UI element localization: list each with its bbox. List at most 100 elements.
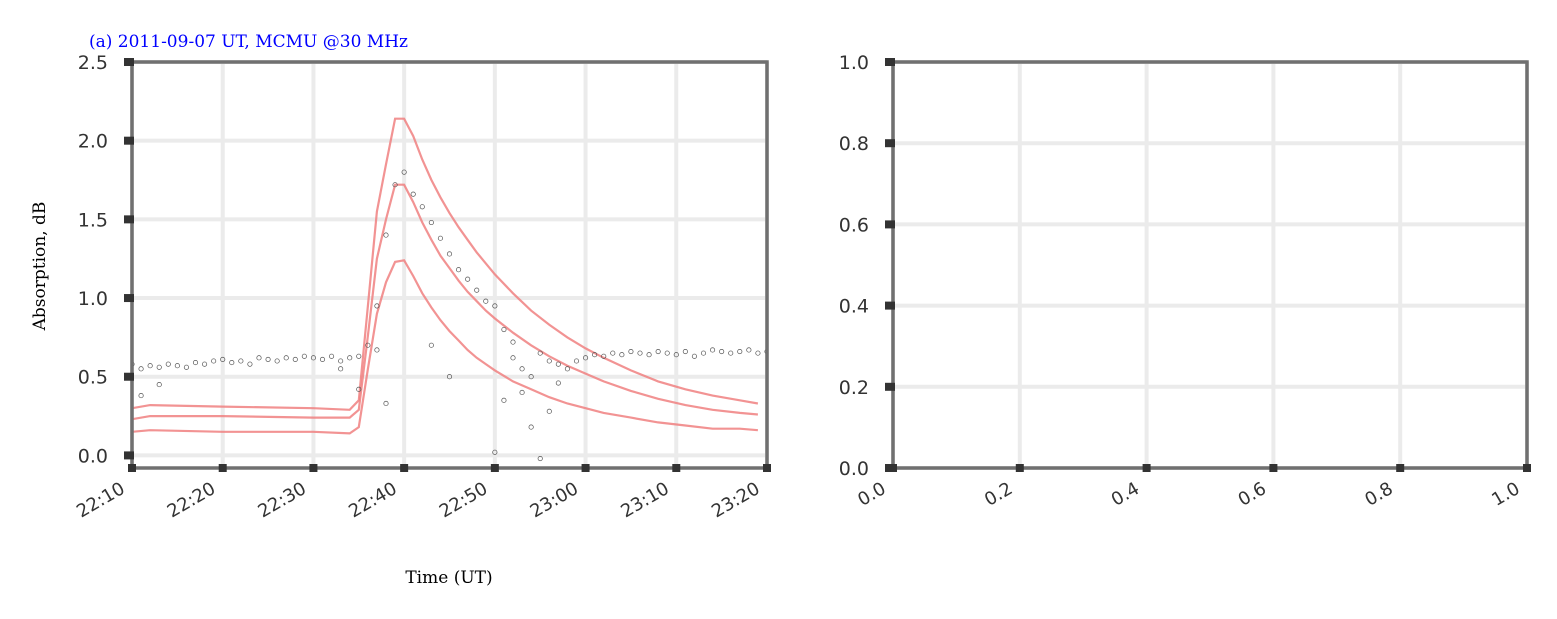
panel-a-obs-point [401,169,407,175]
panel-a-obs-point [637,350,643,356]
panel-a-obs-point [419,204,425,210]
panel-a-ylabel: Absorption, dB [30,202,50,332]
panel-a-obs-point [338,358,344,364]
panel-b-x-tick-mark [1523,464,1531,472]
panel-a-model-curve-0 [132,117,759,411]
panel-a-obs-point [528,424,534,430]
panel-a-obs-point [165,361,171,367]
panel-a-obs-point [256,355,262,361]
panel-b-y-tick-label: 1.0 [839,52,869,74]
panel-a-obs-point [682,349,688,355]
panel-a-obs-point [247,361,253,367]
panel-a-obs-point [365,342,371,348]
panel-a-obs-point [465,276,471,282]
panel-a-data [132,117,767,462]
panel-a-obs-point [238,358,244,364]
panel-a-obs-point [356,386,362,392]
panel-a-obs-point [138,393,144,399]
panel-a-obs-point [229,360,235,366]
panel-a-obs-point [156,382,162,388]
panel-a-obs-point [673,352,679,358]
panel-a-y-tick-mark [124,136,134,145]
panel-a-y-tick-mark [124,215,134,224]
panel-a: 22:10 22:20 22:30 22:40 22:50 23:00 23:10 23:20… [30,32,771,588]
panel-a-obs-point [746,347,752,353]
panel-a-y-tick-mark [124,451,134,460]
panel-b-y-tick-mark [885,58,895,66]
panel-a-axes: 22:10 22:20 22:30 22:40 22:50 23:00 23:10 23:20… [73,52,771,522]
panel-a-y-tick-label: 1.0 [78,288,108,310]
panel-a-y-tick-label: 2.5 [78,52,108,74]
panel-a-obs-point [537,456,543,462]
panel-a-obs-point [356,353,362,359]
panel-a-obs-point [510,339,516,345]
panel-a-x-tick-label: 23:10 [617,478,672,522]
panel-a-obs-point [292,356,298,362]
panel-a-model-curve-2 [132,259,758,435]
panel-a-obs-point [437,235,443,241]
panel-a-y-tick-mark [124,58,134,66]
panel-a-obs-point [301,353,307,359]
panel-a-obs-point [501,397,507,403]
panel-b-y-tick-label: 0.6 [839,214,869,236]
panel-a-x-tick-mark [309,464,318,472]
panel-a-obs-point [374,347,380,353]
panel-a-x-tick-label: 22:40 [345,478,400,522]
panel-a-obs-point [619,352,625,358]
panel-a-obs-point [728,350,734,356]
panel-a-obs-point [392,182,398,188]
panel-b-axes: 0.0 0.2 0.4 0.6 0.8 1.0 0.0 0.2 0.4 0.6 0.8 1.0 [839,52,1531,511]
panel-b-grid [891,60,1529,470]
panel-a-obs-point [446,251,453,257]
panel-a-x-tick-label: 22:20 [164,478,219,522]
panel-a-obs-point [528,374,534,380]
panel-b-x-tick-mark [1015,464,1024,472]
panel-a-obs-point [192,360,199,366]
panel-a-x-tick-mark [400,464,409,472]
panel-a-obs-point [583,355,589,361]
panel-a-obs-point [338,366,344,372]
panel-a-obs-point [147,363,153,369]
panel-a-obs-point [691,353,697,359]
panel-a-obs-point [601,353,607,359]
panel-a-obs-point [555,380,561,386]
panel-a-obs-point [492,303,498,309]
panel-a-obs-point [174,363,180,369]
panel-b-x-tick-mark [1396,464,1405,472]
panel-a-obs-point [700,350,707,356]
panel-a-obs-point [737,349,743,355]
panel-a-obs-point [501,326,507,333]
panel-a-obs-point [310,355,316,361]
panel-b-y-tick-label: 0.4 [839,296,869,318]
panel-a-title: (a) 2011-09-07 UT, MCMU @30 MHz [89,32,408,52]
panel-a-y-tick-label: 1.5 [78,209,108,231]
panel-a-obs-point [546,408,552,414]
panel-b-x-tick-label: 0.8 [1361,478,1396,511]
panel-b-x-tick-label: 1.0 [1488,478,1523,511]
panel-a-obs-point [428,219,434,226]
panel-a-obs-point [710,347,716,353]
panel-a-y-tick-mark [124,372,134,381]
panel-a-obs-point [383,400,389,407]
panel-a-frame [130,60,769,470]
panel-a-x-tick-mark [128,464,136,472]
panel-a-obs-point [329,353,335,359]
panel-b: 0.0 0.2 0.4 0.6 0.8 1.0 0.0 0.2 0.4 0.6 0.8 1.0 [839,52,1531,511]
panel-a-model-curve-1 [132,183,758,421]
panel-b-y-tick-mark [885,220,895,229]
panel-a-obs-point [510,355,516,361]
panel-a-obs-point [283,355,289,361]
panel-a-obs-point [274,358,280,364]
panel-a-x-tick-mark [672,464,681,472]
panel-a-obs-point [519,389,525,396]
panel-b-y-tick-mark [885,301,895,310]
panel-a-obs-point [183,364,189,370]
panel-a-obs-point [610,350,616,356]
panel-a-obs-point [446,374,453,380]
panel-a-x-tick-label: 22:30 [255,478,310,522]
panel-a-obs-point [265,356,271,362]
panel-a-obs-point [138,366,144,372]
panel-a-obs-point [428,342,434,348]
panel-a-obs-point [546,358,552,364]
panel-b-x-tick-label: 0.4 [1108,478,1143,511]
